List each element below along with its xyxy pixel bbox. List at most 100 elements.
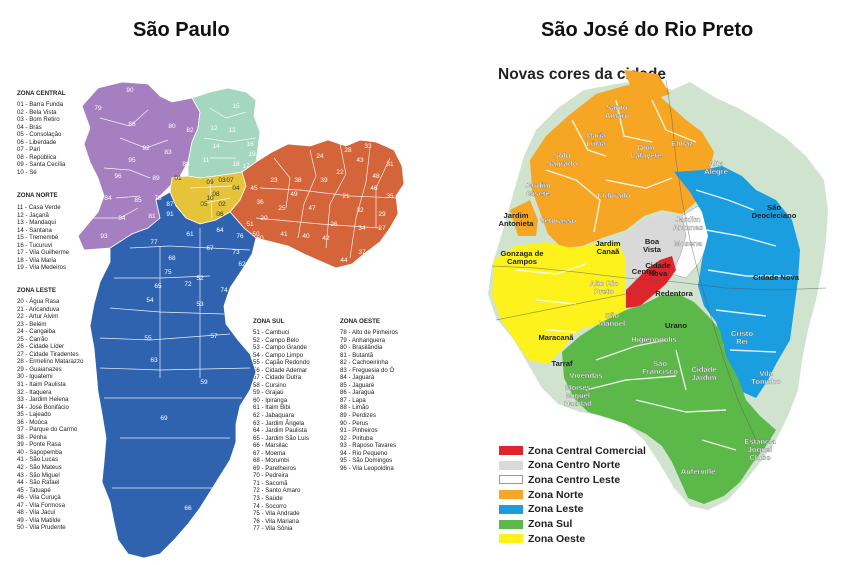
- district-list-item: 15 - Tremembé: [17, 234, 59, 242]
- district-number-07: 07: [226, 177, 234, 184]
- district-list-item: 81 - Butantã: [340, 351, 374, 359]
- district-list-item: 78 - Alto de Pinheiros: [340, 329, 398, 336]
- zona-norte-heading: ZONA NORTE: [17, 192, 58, 199]
- place-label-redentora: Redentora: [655, 289, 693, 298]
- legend-swatch: [499, 504, 523, 514]
- zona-oeste-list: 78 - Alto de Pinheiros 79 - Anhanguera 80 …: [340, 329, 398, 472]
- district-number-64: 64: [216, 227, 224, 234]
- district-list-item: 66 - Marsilac: [253, 442, 288, 450]
- neighborhood-borders: [515, 99, 792, 451]
- place-label-mosena: Mosena: [674, 239, 703, 248]
- district-list-item: 17 - Vila Guilherme: [17, 249, 70, 257]
- district-list-item: 95 - São Domingos: [340, 457, 393, 465]
- district-list-item: 77 - Vila Sônia: [253, 525, 293, 533]
- district-list-item: 70 - Pedreira: [253, 472, 289, 480]
- district-number-03: 03: [218, 177, 226, 184]
- place-label-higienopolis: Higienópolis: [631, 335, 677, 344]
- district-list-item: 47 - Vila Formosa: [17, 501, 65, 509]
- place-label-gonzaga-de-campos: Gonzaga de Campos: [500, 249, 543, 266]
- district-list-item: 38 - Penha: [17, 433, 47, 441]
- legend-label: Zona Centro Leste: [528, 473, 621, 486]
- district-number-29: 29: [378, 211, 386, 218]
- district-list-item: 88 - Limão: [340, 404, 369, 412]
- district-list-item: 28 - Ermelino Matarazzo: [17, 358, 84, 366]
- district-list-item: 80 - Brasilândia: [340, 344, 383, 352]
- place-label-sao-francisco: São Francisco: [642, 359, 678, 376]
- district-number-10: 10: [206, 195, 214, 202]
- district-list-item: 82 - Cachoeirinha: [340, 359, 389, 367]
- district-list-item: 61 - Itaim Bibi: [253, 404, 291, 412]
- district-number-60: 60: [256, 235, 264, 242]
- district-number-71: 71: [268, 269, 276, 276]
- place-label-moises-miguel-haddad: Moises Miguel Haddad: [564, 383, 592, 408]
- district-number-26: 26: [330, 221, 338, 228]
- legend-swatch: [499, 475, 523, 485]
- place-label-vivendas: Vivendas: [569, 371, 602, 380]
- district-number-42: 42: [322, 235, 330, 242]
- district-list-item: 01 - Barra Funda: [17, 101, 64, 108]
- district-list-item: 35 - Lajeado: [17, 411, 51, 419]
- district-number-06: 06: [216, 211, 224, 218]
- district-list-item: 49 - Vila Matilde: [17, 516, 61, 524]
- district-list-item: 46 - Vila Curuçá: [17, 494, 61, 502]
- legend-item: Zona Leste: [499, 503, 583, 516]
- district-list-item: 19 - Vila Medeiros: [17, 264, 66, 272]
- district-number-62: 62: [238, 261, 246, 268]
- roads: [491, 79, 827, 441]
- legend-item: Zona Sul: [499, 518, 572, 531]
- district-list-item: 25 - Carrão: [17, 335, 48, 343]
- district-number-90: 90: [126, 87, 134, 94]
- zona-central-heading: ZONA CENTRAL: [17, 90, 66, 97]
- district-number-19: 19: [248, 151, 256, 158]
- district-list-item: 90 - Perus: [340, 419, 369, 427]
- legend-swatch: [499, 446, 523, 455]
- district-list-item: 87 - Lapa: [340, 396, 366, 404]
- place-label-jardim-antunes: Jardim Antunes: [673, 215, 703, 232]
- district-number-74: 74: [220, 287, 228, 294]
- place-label-vetorasso: Vetorasso: [540, 216, 577, 225]
- district-number-51: 51: [246, 221, 254, 228]
- district-list-item: 13 - Mandaqui: [17, 219, 56, 227]
- place-label-jardim-antonieta: Jardim Antonieta: [498, 211, 534, 228]
- place-label-alto-rio-preto: Alto Rio Preto: [589, 279, 618, 296]
- district-list-item: 45 - Tatuapé: [17, 486, 51, 494]
- zona-norte-region-3: [510, 200, 538, 236]
- district-number-75: 75: [164, 269, 172, 276]
- district-number-80: 80: [168, 123, 176, 130]
- place-label-urano: Urano: [665, 321, 687, 330]
- district-list-item: 57 - Cidade Dutra: [253, 374, 302, 382]
- district-number-96: 96: [114, 173, 122, 180]
- district-number-72: 72: [184, 281, 192, 288]
- district-list-item: 58 - Cursino: [253, 381, 287, 389]
- zona-sul-list: 51 - Cambuci 52 - Campo Belo 53 - Campo Gr…: [253, 329, 310, 533]
- sao-paulo-title: São Paulo: [133, 19, 230, 41]
- legend-label: Zona Oeste: [528, 532, 586, 545]
- legend-label: Zona Leste: [528, 503, 584, 516]
- place-label-tarraf: Tarraf: [552, 359, 573, 368]
- district-number-91: 91: [166, 211, 174, 218]
- district-list-item: 30 - Iguatemi: [17, 373, 53, 381]
- district-number-43: 43: [356, 157, 364, 164]
- district-number-02: 02: [218, 201, 226, 208]
- district-list-item: 72 - Santo Amaro: [253, 487, 301, 495]
- district-list-item: 08 - República: [17, 153, 57, 161]
- district-number-59: 59: [200, 379, 208, 386]
- district-number-08: 08: [212, 191, 220, 198]
- district-list-item: 73 - Saúde: [253, 495, 283, 503]
- legend-label: Zona Sul: [528, 518, 573, 530]
- district-number-38: 38: [294, 177, 302, 184]
- district-number-56: 56: [242, 307, 250, 314]
- district-list-item: 07 - Pari: [17, 146, 41, 154]
- district-number-92: 92: [142, 145, 150, 152]
- district-list-item: 75 - Vila Andrade: [253, 510, 300, 518]
- district-number-54: 54: [146, 297, 154, 304]
- district-list-item: 62 - Jabaquara: [253, 412, 294, 420]
- district-number-25: 25: [278, 205, 286, 212]
- district-number-30: 30: [374, 249, 382, 256]
- district-number-46: 46: [370, 185, 378, 192]
- district-number-09: 09: [206, 179, 214, 186]
- place-label-cidade-nova-2: Cidade Nova: [753, 273, 800, 282]
